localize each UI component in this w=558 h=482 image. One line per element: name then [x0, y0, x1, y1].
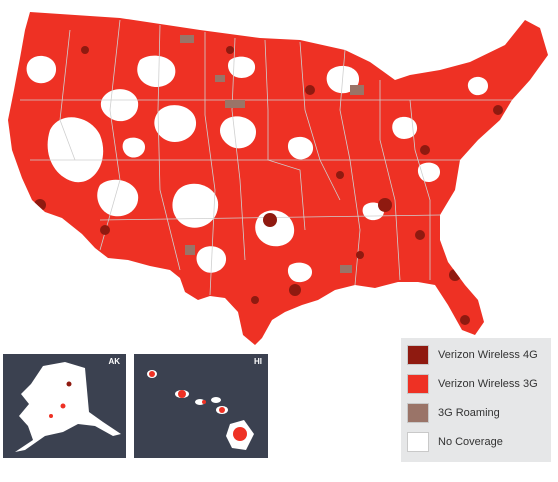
alaska-inset: AK [3, 354, 126, 458]
hawaii-3g-areas [149, 371, 247, 441]
legend-swatch-roaming [407, 403, 429, 423]
legend-label-roaming: 3G Roaming [438, 407, 500, 419]
legend-label-no-coverage: No Coverage [438, 436, 503, 448]
alaska-land [15, 362, 121, 452]
legend-swatch-3g [407, 374, 429, 394]
legend-swatch-no-coverage [407, 432, 429, 452]
roaming-3g-areas [180, 35, 364, 273]
hawaii-inset: HI [134, 354, 268, 458]
legend-item-no-coverage: No Coverage [407, 431, 547, 453]
legend-label-4g: Verizon Wireless 4G [438, 349, 538, 361]
alaska-3g-area [60, 403, 66, 409]
legend-swatch-4g [407, 345, 429, 365]
legend-item-roaming: 3G Roaming [407, 402, 547, 424]
legend-item-3g: Verizon Wireless 3G [407, 373, 547, 395]
alaska-3g-area [49, 414, 53, 418]
map-legend: Verizon Wireless 4G Verizon Wireless 3G … [401, 338, 551, 462]
lower-48-coverage-area [8, 12, 548, 345]
alaska-4g-area [66, 381, 72, 387]
no-coverage-areas [26, 55, 488, 283]
alaska-label: AK [108, 357, 120, 366]
legend-label-3g: Verizon Wireless 3G [438, 378, 538, 390]
hawaii-label: HI [254, 357, 262, 366]
coverage-4g-areas [34, 46, 503, 325]
legend-item-4g: Verizon Wireless 4G [407, 344, 547, 366]
